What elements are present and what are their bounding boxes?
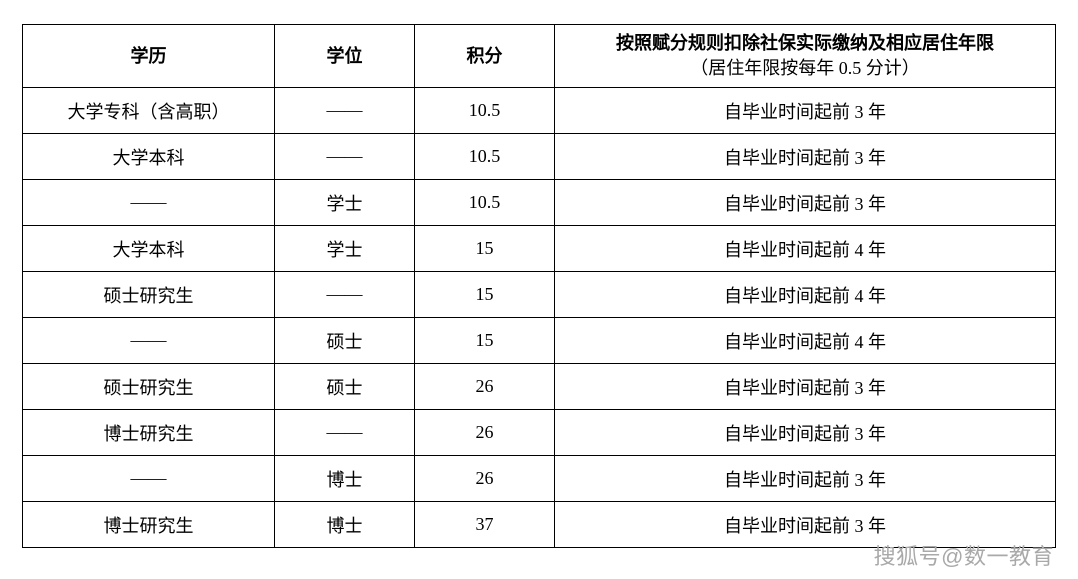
- cell-edu: ——: [23, 318, 275, 364]
- cell-edu: ——: [23, 456, 275, 502]
- watermark-brand: 数一教育: [964, 544, 1054, 569]
- cell-rule: 自毕业时间起前 4 年: [555, 318, 1056, 364]
- cell-score: 10.5: [415, 180, 555, 226]
- table-row: 博士研究生 —— 26 自毕业时间起前 3 年: [23, 410, 1056, 456]
- table-row: 大学本科 —— 10.5 自毕业时间起前 3 年: [23, 134, 1056, 180]
- cell-score: 37: [415, 502, 555, 548]
- cell-edu: 大学本科: [23, 226, 275, 272]
- col-header-rule-sub: （居住年限按每年 0.5 分计）: [559, 56, 1051, 81]
- cell-score: 26: [415, 364, 555, 410]
- cell-score: 15: [415, 226, 555, 272]
- cell-rule: 自毕业时间起前 3 年: [555, 134, 1056, 180]
- col-header-rule: 按照赋分规则扣除社保实际缴纳及相应居住年限 （居住年限按每年 0.5 分计）: [555, 25, 1056, 88]
- watermark: 搜狐号@数一教育: [874, 539, 1054, 571]
- cell-rule: 自毕业时间起前 3 年: [555, 180, 1056, 226]
- table-header-row: 学历 学位 积分 按照赋分规则扣除社保实际缴纳及相应居住年限 （居住年限按每年 …: [23, 25, 1056, 88]
- cell-score: 10.5: [415, 88, 555, 134]
- cell-rule: 自毕业时间起前 4 年: [555, 226, 1056, 272]
- cell-degree: 博士: [275, 502, 415, 548]
- cell-degree: 硕士: [275, 318, 415, 364]
- cell-score: 15: [415, 318, 555, 364]
- cell-score: 26: [415, 410, 555, 456]
- cell-rule: 自毕业时间起前 3 年: [555, 88, 1056, 134]
- table-row: 大学专科（含高职） —— 10.5 自毕业时间起前 3 年: [23, 88, 1056, 134]
- cell-edu: ——: [23, 180, 275, 226]
- cell-degree: ——: [275, 134, 415, 180]
- table-row: —— 博士 26 自毕业时间起前 3 年: [23, 456, 1056, 502]
- col-header-degree: 学位: [275, 25, 415, 88]
- table-row: —— 学士 10.5 自毕业时间起前 3 年: [23, 180, 1056, 226]
- table-row: 硕士研究生 —— 15 自毕业时间起前 4 年: [23, 272, 1056, 318]
- cell-degree: 学士: [275, 226, 415, 272]
- table-row: —— 硕士 15 自毕业时间起前 4 年: [23, 318, 1056, 364]
- col-header-edu: 学历: [23, 25, 275, 88]
- cell-edu: 硕士研究生: [23, 364, 275, 410]
- table-row: 大学本科 学士 15 自毕业时间起前 4 年: [23, 226, 1056, 272]
- cell-edu: 博士研究生: [23, 410, 275, 456]
- points-table: 学历 学位 积分 按照赋分规则扣除社保实际缴纳及相应居住年限 （居住年限按每年 …: [22, 24, 1056, 548]
- cell-degree: 学士: [275, 180, 415, 226]
- cell-degree: 博士: [275, 456, 415, 502]
- cell-degree: ——: [275, 88, 415, 134]
- cell-score: 15: [415, 272, 555, 318]
- col-header-rule-main: 按照赋分规则扣除社保实际缴纳及相应居住年限: [616, 33, 994, 53]
- cell-rule: 自毕业时间起前 3 年: [555, 364, 1056, 410]
- cell-degree: 硕士: [275, 364, 415, 410]
- cell-rule: 自毕业时间起前 3 年: [555, 456, 1056, 502]
- cell-degree: ——: [275, 272, 415, 318]
- cell-edu: 博士研究生: [23, 502, 275, 548]
- watermark-prefix: 搜狐号: [874, 544, 942, 569]
- cell-edu: 大学专科（含高职）: [23, 88, 275, 134]
- cell-rule: 自毕业时间起前 4 年: [555, 272, 1056, 318]
- table-row: 硕士研究生 硕士 26 自毕业时间起前 3 年: [23, 364, 1056, 410]
- table-body: 大学专科（含高职） —— 10.5 自毕业时间起前 3 年 大学本科 —— 10…: [23, 88, 1056, 548]
- watermark-sep: @: [941, 544, 964, 569]
- cell-score: 10.5: [415, 134, 555, 180]
- col-header-score: 积分: [415, 25, 555, 88]
- cell-edu: 硕士研究生: [23, 272, 275, 318]
- cell-degree: ——: [275, 410, 415, 456]
- cell-score: 26: [415, 456, 555, 502]
- cell-edu: 大学本科: [23, 134, 275, 180]
- cell-rule: 自毕业时间起前 3 年: [555, 410, 1056, 456]
